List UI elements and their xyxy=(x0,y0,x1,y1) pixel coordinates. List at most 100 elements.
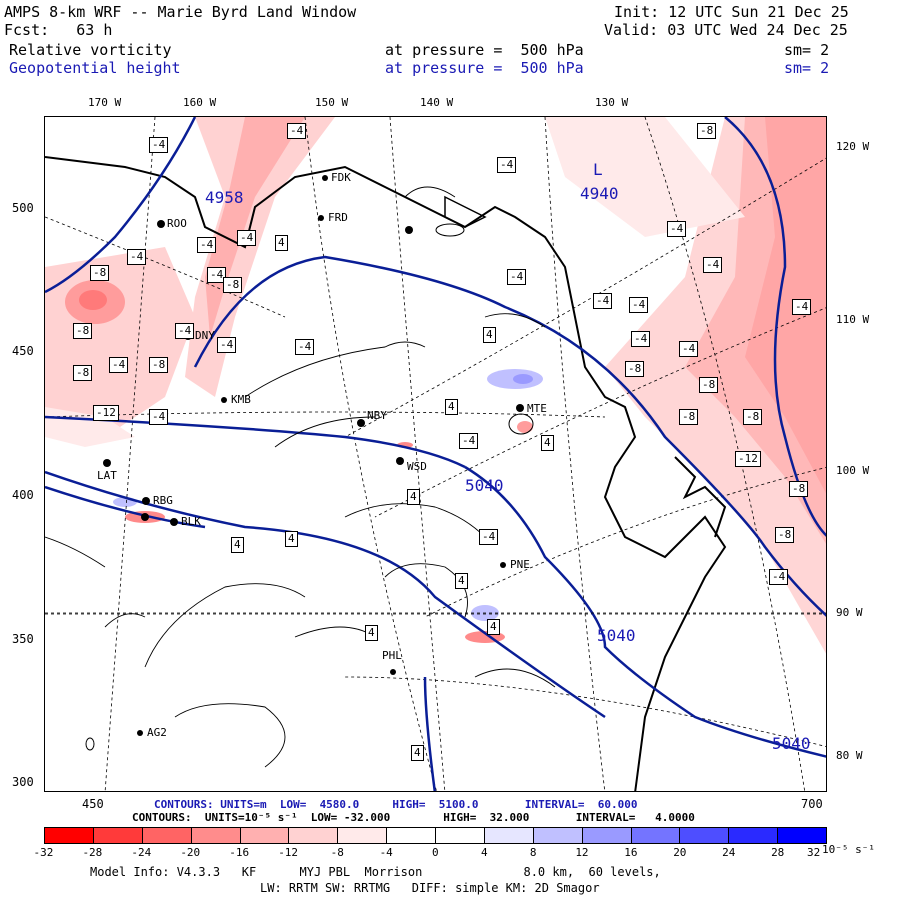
valid-time: Valid: 03 UTC Wed 24 Dec 25 xyxy=(604,21,848,39)
vort-label: -8 xyxy=(743,409,763,425)
vort-label: 4 xyxy=(541,435,554,451)
station-marker xyxy=(170,518,178,526)
vort-label: 4 xyxy=(411,745,424,761)
lon-label-right: 120 W xyxy=(836,140,870,153)
colorbar-swatch xyxy=(680,828,730,843)
colorbar-swatch xyxy=(582,828,632,843)
y-axis-label: 500 xyxy=(12,201,34,215)
colorbar-swatch xyxy=(45,828,94,843)
station-marker xyxy=(157,220,165,228)
station-label: AG2 xyxy=(147,726,167,739)
vort-label: -4 xyxy=(295,339,315,355)
station-label: BLK xyxy=(181,515,201,528)
model-info: Model Info: V4.3.3 KF MYJ PBL Morrison 8… xyxy=(90,865,661,879)
colorbar-tick: 4 xyxy=(480,846,488,859)
colorbar-swatch xyxy=(289,828,339,843)
colorbar-swatch xyxy=(240,828,290,843)
colorbar-tick: 8 xyxy=(529,846,537,859)
vort-label: 4 xyxy=(483,327,496,343)
lon-label-right: 110 W xyxy=(836,313,870,326)
colorbar-tick: 24 xyxy=(722,846,736,859)
low-center-label: L xyxy=(593,160,603,179)
station-marker xyxy=(357,419,365,427)
colorbar-swatch xyxy=(729,828,779,843)
x-axis-label: 700 xyxy=(801,797,823,811)
station-label: MTE xyxy=(527,402,547,415)
vort-label: -4 xyxy=(207,267,227,283)
colorbar-tick: 0 xyxy=(432,846,439,859)
vort-label: 4 xyxy=(365,625,378,641)
colorbar-tick: 32 xyxy=(807,846,821,859)
vort-label: 4 xyxy=(407,489,420,505)
field2-pressure: at pressure = 500 hPa xyxy=(385,59,584,77)
vort-label: -8 xyxy=(697,123,717,139)
vort-label: -8 xyxy=(679,409,699,425)
vort-label: -4 xyxy=(175,323,195,339)
lon-label-top: 130 W xyxy=(595,96,629,109)
colorbar-swatch xyxy=(338,828,388,843)
station-marker xyxy=(396,457,404,465)
station-label: WSD xyxy=(407,460,427,473)
colorbar-swatch xyxy=(142,828,192,843)
vort-label: -8 xyxy=(789,481,809,497)
vort-label: 4 xyxy=(231,537,244,553)
vort-label: -4 xyxy=(149,409,169,425)
vort-label: 4 xyxy=(275,235,288,251)
station-label: RBG xyxy=(153,494,173,507)
station-label: FRD xyxy=(328,211,348,224)
init-time: Init: 12 UTC Sun 21 Dec 25 xyxy=(614,3,849,21)
station-marker xyxy=(405,226,413,234)
lon-label-top: 160 W xyxy=(183,96,217,109)
map-title: AMPS 8-km WRF -- Marie Byrd Land Window xyxy=(4,3,357,21)
vort-label: -4 xyxy=(459,433,479,449)
height-contour-label: 5040 xyxy=(772,734,811,753)
vort-label: -8 xyxy=(149,357,169,373)
colorbar-tick: -28 xyxy=(82,846,103,859)
station-label: PHL xyxy=(382,649,402,662)
station-marker xyxy=(137,730,143,736)
vort-label: -4 xyxy=(109,357,129,373)
vort-label: -4 xyxy=(507,269,527,285)
station-label: NBY xyxy=(367,409,387,422)
vort-label: -8 xyxy=(699,377,719,393)
colorbar-tick: -12 xyxy=(278,846,299,859)
lon-label-right: 90 W xyxy=(836,606,863,619)
vort-label: -8 xyxy=(90,265,110,281)
model-info-2: LW: RRTM SW: RRTMG DIFF: simple KM: 2D S… xyxy=(260,881,600,895)
colorbar-swatch xyxy=(93,828,143,843)
y-axis-label: 300 xyxy=(12,775,34,789)
lon-label-top: 170 W xyxy=(88,96,122,109)
field2-name: Geopotential height xyxy=(9,59,181,77)
vort-contour-info: CONTOURS: UNITS=10⁻⁵ s⁻¹ LOW= -32.000 HI… xyxy=(132,811,695,824)
station-marker xyxy=(103,459,111,467)
vort-label: 4 xyxy=(285,531,298,547)
colorbar-swatch xyxy=(436,828,485,843)
lon-label-top: 150 W xyxy=(315,96,349,109)
colorbar-tick: 28 xyxy=(771,846,785,859)
vort-label: -4 xyxy=(497,157,517,173)
y-axis-label: 350 xyxy=(12,632,34,646)
colorbar-tick: 12 xyxy=(575,846,589,859)
vort-label: -4 xyxy=(197,237,217,253)
vort-label: 4 xyxy=(455,573,468,589)
vort-label: 4 xyxy=(487,619,500,635)
vort-label: -4 xyxy=(479,529,499,545)
vort-label: 4 xyxy=(445,399,458,415)
colorbar xyxy=(44,827,827,844)
vort-label: -8 xyxy=(223,277,243,293)
station-label: PNE xyxy=(510,558,530,571)
station-label: ROO xyxy=(167,217,187,230)
height-contour-label: 4940 xyxy=(580,184,619,203)
colorbar-swatch xyxy=(533,828,583,843)
station-label: KMB xyxy=(231,393,251,406)
station-marker xyxy=(318,215,324,221)
vort-label: -12 xyxy=(93,405,119,421)
colorbar-unit: 10⁻⁵ s⁻¹ xyxy=(822,843,875,856)
colorbar-swatch xyxy=(778,828,826,843)
vort-label: -4 xyxy=(679,341,699,357)
vort-label: -4 xyxy=(703,257,723,273)
station-marker xyxy=(142,497,150,505)
colorbar-tick: -20 xyxy=(180,846,201,859)
vort-label: -8 xyxy=(73,323,93,339)
station-marker xyxy=(221,397,227,403)
